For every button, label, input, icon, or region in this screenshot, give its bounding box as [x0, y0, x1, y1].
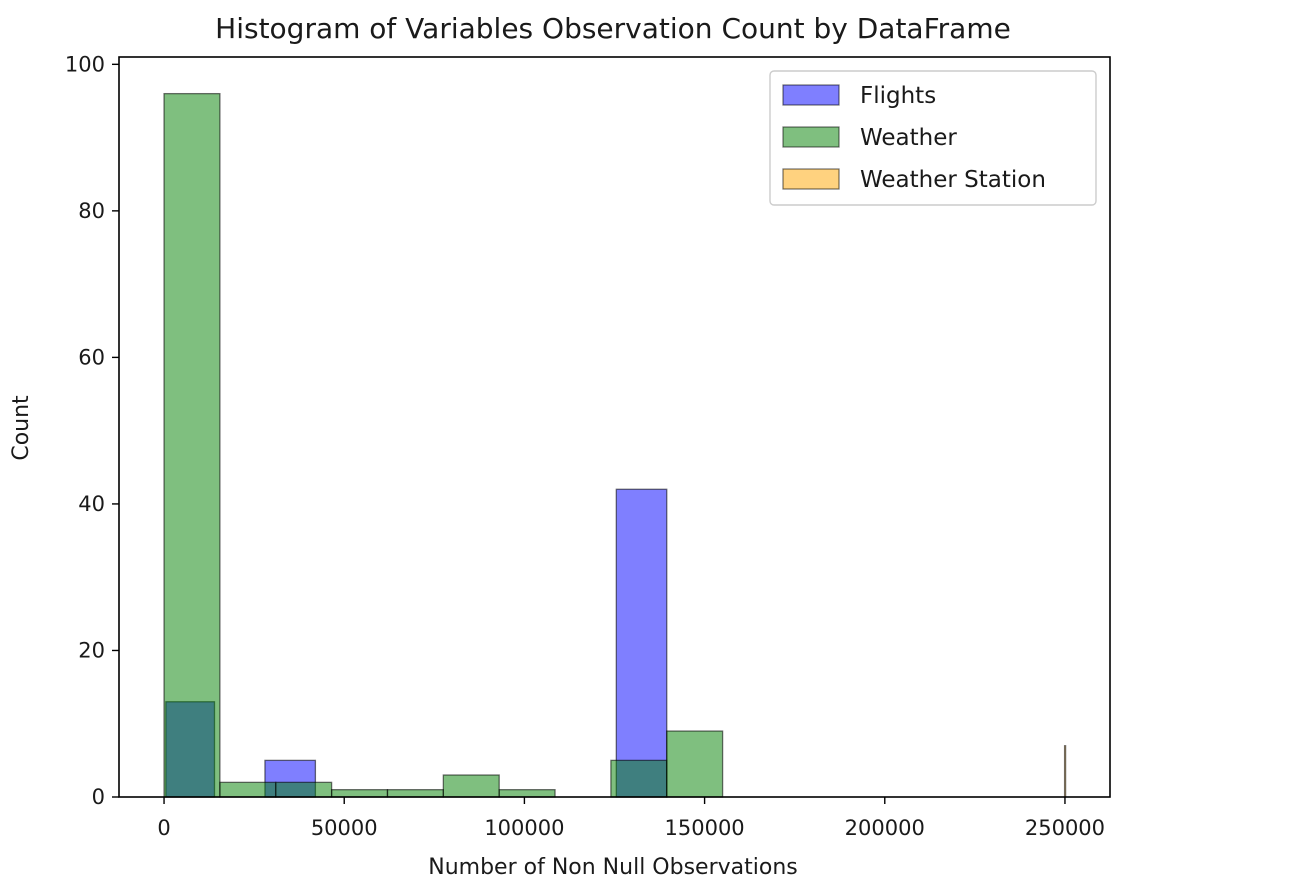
y-axis-label: Count: [9, 395, 34, 461]
x-tick-label-0: 0: [157, 816, 170, 840]
legend-box: [769, 70, 1097, 206]
x-tick-label-4: 200000: [845, 816, 925, 840]
legend-label-flights: Flights: [860, 83, 936, 109]
bar-weather-0: [163, 92, 221, 798]
legend-swatch-weather: [782, 126, 840, 148]
y-tick-label-4: 80: [78, 199, 105, 223]
x-tick-label-1: 50000: [311, 816, 378, 840]
x-tick-label-5: 250000: [1025, 816, 1105, 840]
bar-weather-6: [498, 789, 556, 798]
bar-weather-1: [219, 781, 277, 798]
bar-weather-3: [330, 789, 389, 798]
axes-layer: 0 50000 100000 150000 200000 250000 0 20 40 60 80 1…: [65, 52, 1111, 840]
x-axis-label: Number of Non Null Observations: [428, 855, 797, 880]
bar-weather-8: [610, 759, 668, 798]
x-tick-label-3: 150000: [665, 816, 745, 840]
y-tick-label-0: 0: [92, 785, 105, 809]
legend: Flights Weather Weather Station: [769, 70, 1097, 206]
bar-weather-9: [666, 730, 724, 798]
bar-weather-station-0: [1063, 745, 1067, 798]
chart-title: Histogram of Variables Observation Count…: [215, 12, 1011, 45]
bars-layer: [163, 92, 1067, 798]
legend-swatch-weather-station: [782, 168, 840, 190]
legend-label-weather-station: Weather Station: [860, 167, 1046, 193]
bar-flights-2: [615, 488, 668, 798]
y-tick-label-5: 100: [65, 52, 105, 76]
plot-frame: [118, 56, 1111, 798]
bar-weather-2: [275, 781, 333, 798]
legend-swatch-flights: [782, 84, 840, 106]
y-tick-label-1: 20: [78, 638, 105, 662]
x-tick-label-2: 100000: [484, 816, 564, 840]
bar-weather-4: [386, 789, 444, 798]
legend-label-weather: Weather: [860, 125, 957, 151]
y-tick-label-2: 40: [78, 492, 105, 516]
y-tick-label-3: 60: [78, 345, 105, 369]
bar-weather-5: [442, 774, 500, 798]
